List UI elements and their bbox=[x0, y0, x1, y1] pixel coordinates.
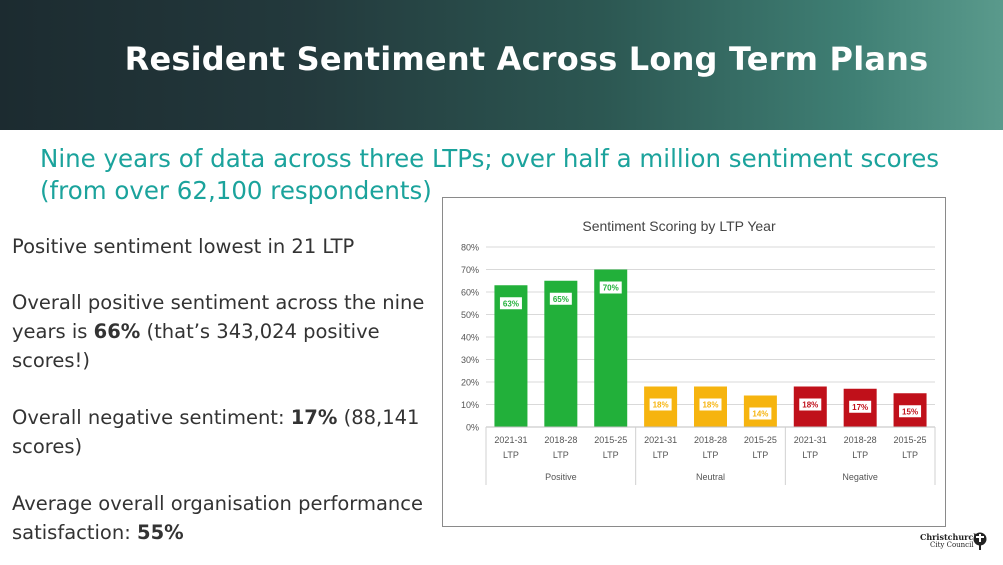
data-label: 18% bbox=[702, 401, 718, 410]
point-highlight: 66% bbox=[93, 320, 141, 343]
data-label-box bbox=[599, 281, 622, 294]
bar bbox=[544, 280, 578, 427]
slide-title: Resident Sentiment Across Long Term Plan… bbox=[124, 40, 929, 78]
data-label: 18% bbox=[653, 401, 669, 410]
point-text: Overall negative sentiment: bbox=[12, 406, 291, 429]
x-tick-label: 2018-28 bbox=[694, 435, 727, 445]
x-tick-label: 2018-28 bbox=[544, 435, 577, 445]
x-tick-label: LTP bbox=[902, 450, 918, 460]
y-tick-label: 0% bbox=[466, 423, 479, 433]
council-logo: Christchurch City Council bbox=[920, 532, 990, 552]
group-label: Negative bbox=[842, 472, 878, 482]
x-tick-label: LTP bbox=[703, 450, 719, 460]
x-tick-label: LTP bbox=[503, 450, 519, 460]
data-label-box bbox=[649, 398, 672, 411]
data-label-box bbox=[699, 398, 722, 411]
point-highlight: 17% bbox=[290, 406, 338, 429]
group-label: Positive bbox=[545, 472, 577, 482]
title-banner bbox=[0, 0, 1003, 130]
x-tick-label: 2018-28 bbox=[844, 435, 877, 445]
group-label: Neutral bbox=[696, 472, 725, 482]
chart-title: Sentiment Scoring by LTP Year bbox=[582, 218, 776, 234]
data-label-box bbox=[749, 407, 772, 420]
y-tick-label: 20% bbox=[461, 378, 479, 388]
data-label: 18% bbox=[802, 401, 818, 410]
data-label-box bbox=[549, 292, 572, 305]
x-tick-label: 2021-31 bbox=[794, 435, 827, 445]
bar bbox=[594, 269, 628, 427]
data-label-box bbox=[899, 405, 922, 418]
point-overall-positive: Overall positive sentiment across the ni… bbox=[12, 288, 452, 375]
x-tick-label: 2021-31 bbox=[494, 435, 527, 445]
y-tick-label: 60% bbox=[461, 288, 479, 298]
x-tick-label: LTP bbox=[603, 450, 619, 460]
point-text: Average overall organisation performance… bbox=[12, 492, 423, 544]
data-label-box bbox=[849, 400, 872, 413]
x-tick-label: 2015-25 bbox=[744, 435, 777, 445]
data-label: 14% bbox=[752, 410, 768, 419]
point-text: Positive sentiment lowest in 21 LTP bbox=[12, 235, 355, 258]
x-tick-label: LTP bbox=[553, 450, 569, 460]
point-highlight: 55% bbox=[137, 521, 184, 544]
point-text: (88,141 scores) bbox=[12, 406, 420, 458]
point-positive-lowest: Positive sentiment lowest in 21 LTP bbox=[12, 232, 452, 261]
x-tick-label: 2015-25 bbox=[894, 435, 927, 445]
point-satisfaction: Average overall organisation performance… bbox=[12, 489, 452, 547]
x-tick-label: LTP bbox=[653, 450, 669, 460]
x-tick-label: LTP bbox=[852, 450, 868, 460]
y-tick-label: 70% bbox=[461, 265, 479, 275]
point-overall-negative: Overall negative sentiment: 17% (88,141 … bbox=[12, 403, 452, 461]
chart-canvas: Sentiment Scoring by LTP Year 0% 10% 20% 30%… bbox=[461, 218, 936, 485]
data-label: 17% bbox=[852, 403, 868, 412]
x-tick-label: LTP bbox=[752, 450, 768, 460]
y-tick-label: 80% bbox=[461, 243, 479, 253]
logo-text: City Council bbox=[930, 541, 974, 549]
logo-text: Christchurch bbox=[920, 532, 980, 542]
point-text: (that’s 343,024 positive scores!) bbox=[12, 320, 380, 372]
data-label: 70% bbox=[603, 284, 619, 293]
data-label: 15% bbox=[902, 407, 918, 416]
point-text: Overall positive sentiment across the ni… bbox=[12, 291, 425, 343]
logo-mark-icon bbox=[973, 532, 987, 550]
slide-subtitle: Nine years of data across three LTPs; ov… bbox=[40, 144, 940, 205]
data-label-box bbox=[799, 398, 822, 411]
y-tick-label: 10% bbox=[461, 400, 479, 410]
data-label: 65% bbox=[553, 295, 569, 304]
x-tick-label: 2021-31 bbox=[644, 435, 677, 445]
x-tick-label: LTP bbox=[802, 450, 818, 460]
sentiment-chart: Sentiment Scoring by LTP Year 0% 10% 20% 30%… bbox=[442, 197, 946, 527]
data-label: 63% bbox=[503, 299, 519, 308]
y-tick-label: 50% bbox=[461, 310, 479, 320]
y-tick-label: 40% bbox=[461, 333, 479, 343]
y-tick-label: 30% bbox=[461, 355, 479, 365]
data-label-box bbox=[499, 297, 522, 310]
x-tick-label: 2015-25 bbox=[594, 435, 627, 445]
